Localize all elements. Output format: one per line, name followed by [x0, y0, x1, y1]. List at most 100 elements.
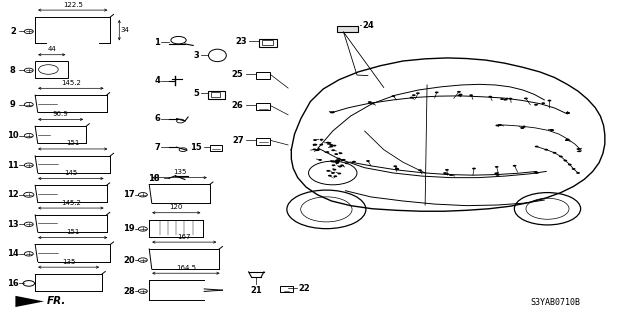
- Polygon shape: [15, 296, 44, 307]
- Text: 151: 151: [66, 229, 79, 235]
- Text: 145.2: 145.2: [61, 80, 81, 86]
- Text: 167: 167: [177, 234, 191, 240]
- Circle shape: [313, 144, 317, 145]
- Circle shape: [312, 148, 316, 150]
- Circle shape: [345, 162, 349, 164]
- Circle shape: [504, 99, 508, 100]
- Text: 8: 8: [10, 66, 16, 75]
- Circle shape: [337, 173, 341, 174]
- Circle shape: [495, 166, 499, 168]
- Circle shape: [315, 149, 319, 151]
- Circle shape: [412, 94, 416, 96]
- Circle shape: [435, 92, 438, 93]
- Circle shape: [335, 160, 339, 162]
- Circle shape: [313, 139, 317, 141]
- Circle shape: [332, 149, 335, 151]
- Bar: [280, 286, 293, 292]
- Circle shape: [513, 165, 516, 167]
- Circle shape: [326, 151, 330, 153]
- Circle shape: [333, 169, 337, 171]
- Circle shape: [577, 148, 580, 150]
- Circle shape: [550, 129, 554, 131]
- Circle shape: [524, 98, 528, 99]
- Text: 24: 24: [363, 21, 374, 30]
- Bar: [211, 92, 220, 97]
- Circle shape: [319, 139, 323, 141]
- Bar: [35, 61, 68, 78]
- Text: 2: 2: [10, 27, 16, 36]
- Text: 44: 44: [47, 46, 56, 52]
- Circle shape: [541, 102, 545, 104]
- Text: 7: 7: [154, 143, 160, 152]
- Circle shape: [334, 153, 338, 155]
- Circle shape: [469, 94, 473, 96]
- Bar: [259, 39, 277, 47]
- Text: 135: 135: [173, 169, 186, 175]
- Circle shape: [329, 144, 333, 146]
- Circle shape: [568, 164, 572, 166]
- Circle shape: [314, 144, 317, 145]
- Text: 18: 18: [148, 174, 160, 183]
- Text: FR.: FR.: [47, 296, 67, 307]
- Text: 25: 25: [232, 70, 244, 79]
- Circle shape: [338, 166, 342, 167]
- Circle shape: [330, 160, 334, 162]
- Bar: [211, 145, 222, 151]
- Text: 151: 151: [66, 140, 79, 146]
- Text: 22: 22: [298, 284, 310, 293]
- Circle shape: [395, 168, 399, 170]
- Circle shape: [392, 95, 396, 97]
- Circle shape: [443, 172, 447, 174]
- Circle shape: [416, 92, 420, 94]
- Circle shape: [566, 112, 570, 114]
- Circle shape: [509, 98, 513, 100]
- Text: 15: 15: [189, 143, 202, 152]
- Circle shape: [534, 104, 538, 106]
- Text: 6: 6: [154, 114, 160, 123]
- Circle shape: [500, 98, 504, 100]
- Text: 28: 28: [123, 287, 134, 296]
- Circle shape: [333, 145, 337, 146]
- Circle shape: [458, 94, 461, 96]
- Text: 4: 4: [154, 76, 160, 85]
- Circle shape: [534, 172, 538, 174]
- Circle shape: [566, 138, 570, 140]
- Circle shape: [335, 162, 339, 164]
- Text: 145.2: 145.2: [61, 200, 81, 205]
- Text: 12: 12: [7, 190, 19, 199]
- Circle shape: [330, 146, 333, 147]
- Text: 20: 20: [123, 256, 134, 264]
- Bar: [337, 26, 358, 32]
- Circle shape: [394, 165, 397, 167]
- Circle shape: [337, 158, 340, 160]
- Circle shape: [459, 94, 463, 95]
- Circle shape: [335, 162, 339, 164]
- Circle shape: [535, 172, 539, 174]
- Circle shape: [368, 101, 372, 103]
- Text: 34: 34: [120, 27, 129, 33]
- Circle shape: [418, 169, 422, 171]
- Circle shape: [449, 174, 453, 176]
- Circle shape: [332, 161, 336, 163]
- Bar: [256, 103, 270, 110]
- Circle shape: [563, 160, 567, 161]
- Bar: [262, 40, 273, 45]
- Circle shape: [565, 139, 569, 141]
- Circle shape: [316, 149, 320, 151]
- Text: 16: 16: [7, 279, 19, 288]
- Circle shape: [559, 156, 563, 158]
- Text: 11: 11: [7, 161, 19, 170]
- Text: 120: 120: [170, 204, 183, 210]
- Text: 10: 10: [7, 131, 19, 140]
- Text: 164.5: 164.5: [176, 265, 196, 271]
- Circle shape: [457, 91, 461, 93]
- Text: 19: 19: [123, 225, 134, 234]
- Bar: [256, 72, 270, 79]
- Circle shape: [328, 175, 332, 177]
- Circle shape: [572, 168, 575, 170]
- Text: 3: 3: [194, 51, 200, 60]
- Text: 145: 145: [64, 170, 77, 176]
- Text: 26: 26: [232, 101, 244, 110]
- Circle shape: [342, 159, 346, 161]
- Circle shape: [544, 149, 548, 151]
